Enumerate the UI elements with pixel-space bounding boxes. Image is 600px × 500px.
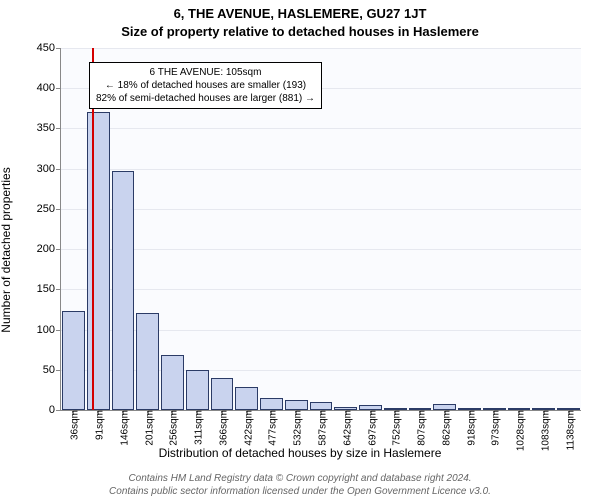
x-tick-label: 532sqm: [289, 410, 304, 446]
x-tick-label: 91sqm: [91, 410, 106, 440]
x-axis-label: Distribution of detached houses by size …: [0, 446, 600, 460]
x-tick-label: 862sqm: [437, 410, 452, 446]
x-tick-label: 587sqm: [314, 410, 329, 446]
plot-area: 05010015020025030035040045036sqm91sqm146…: [60, 48, 581, 411]
annotation-line: ← 18% of detached houses are smaller (19…: [96, 79, 315, 92]
histogram-bar: [483, 408, 506, 410]
y-tick-label: 350: [37, 122, 61, 134]
footer-attribution: Contains HM Land Registry data © Crown c…: [0, 473, 600, 498]
x-tick-label: 642sqm: [338, 410, 353, 446]
x-tick-label: 973sqm: [487, 410, 502, 446]
y-tick-label: 250: [37, 203, 61, 215]
histogram-bar: [409, 408, 432, 410]
x-tick-label: 146sqm: [115, 410, 130, 446]
gridline: [61, 48, 581, 49]
histogram-bar: [433, 404, 456, 410]
histogram-bar: [458, 408, 481, 410]
x-tick-label: 1083sqm: [536, 410, 551, 451]
x-tick-label: 477sqm: [264, 410, 279, 446]
annotation-line: 6 THE AVENUE: 105sqm: [96, 66, 315, 79]
histogram-bar: [186, 370, 209, 410]
x-tick-label: 256sqm: [165, 410, 180, 446]
x-tick-label: 201sqm: [140, 410, 155, 446]
histogram-bar: [384, 408, 407, 410]
chart-title-address: 6, THE AVENUE, HASLEMERE, GU27 1JT: [0, 6, 600, 21]
y-tick-label: 300: [37, 163, 61, 175]
histogram-bar: [285, 400, 308, 410]
x-tick-label: 366sqm: [214, 410, 229, 446]
histogram-bar: [211, 378, 234, 410]
histogram-bar: [334, 407, 357, 410]
x-tick-label: 752sqm: [388, 410, 403, 446]
histogram-bar: [260, 398, 283, 410]
histogram-bar: [161, 355, 184, 410]
histogram-bar: [310, 402, 333, 410]
histogram-bar: [87, 112, 110, 410]
histogram-bar: [359, 405, 382, 410]
x-tick-label: 36sqm: [66, 410, 81, 440]
x-tick-label: 1138sqm: [561, 410, 576, 450]
gridline: [61, 128, 581, 129]
footer-line1: Contains HM Land Registry data © Crown c…: [0, 473, 600, 486]
gridline: [61, 169, 581, 170]
gridline: [61, 249, 581, 250]
y-tick-label: 150: [37, 283, 61, 295]
x-tick-label: 807sqm: [413, 410, 428, 446]
histogram-bar: [235, 387, 258, 410]
footer-line2: Contains public sector information licen…: [0, 486, 600, 499]
histogram-bar: [112, 171, 135, 410]
histogram-bar: [557, 408, 580, 410]
y-tick-label: 100: [37, 324, 61, 336]
y-tick-label: 50: [43, 364, 61, 376]
gridline: [61, 209, 581, 210]
y-axis-label: Number of detached properties: [0, 167, 13, 332]
x-tick-label: 1028sqm: [512, 410, 527, 451]
x-tick-label: 697sqm: [363, 410, 378, 446]
histogram-bar: [532, 408, 555, 410]
histogram-bar: [508, 408, 531, 410]
histogram-bar: [136, 313, 159, 410]
y-tick-label: 0: [49, 404, 61, 416]
annotation-box: 6 THE AVENUE: 105sqm← 18% of detached ho…: [89, 62, 322, 109]
y-tick-label: 400: [37, 82, 61, 94]
gridline: [61, 289, 581, 290]
histogram-bar: [62, 311, 85, 410]
x-tick-label: 311sqm: [190, 410, 205, 445]
y-tick-label: 450: [37, 42, 61, 54]
x-tick-label: 918sqm: [462, 410, 477, 446]
chart-container: 6, THE AVENUE, HASLEMERE, GU27 1JT Size …: [0, 0, 600, 500]
chart-title-subtitle: Size of property relative to detached ho…: [0, 24, 600, 39]
annotation-line: 82% of semi-detached houses are larger (…: [96, 92, 315, 105]
x-tick-label: 422sqm: [239, 410, 254, 446]
y-tick-label: 200: [37, 243, 61, 255]
